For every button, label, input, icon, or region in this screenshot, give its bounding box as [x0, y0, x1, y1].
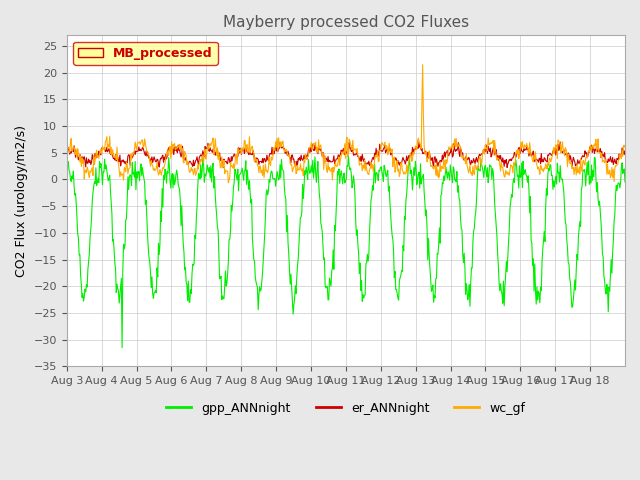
Title: Mayberry processed CO2 Fluxes: Mayberry processed CO2 Fluxes	[223, 15, 469, 30]
Y-axis label: CO2 Flux (urology/m2/s): CO2 Flux (urology/m2/s)	[15, 125, 28, 277]
Legend: gpp_ANNnight, er_ANNnight, wc_gf: gpp_ANNnight, er_ANNnight, wc_gf	[161, 396, 531, 420]
